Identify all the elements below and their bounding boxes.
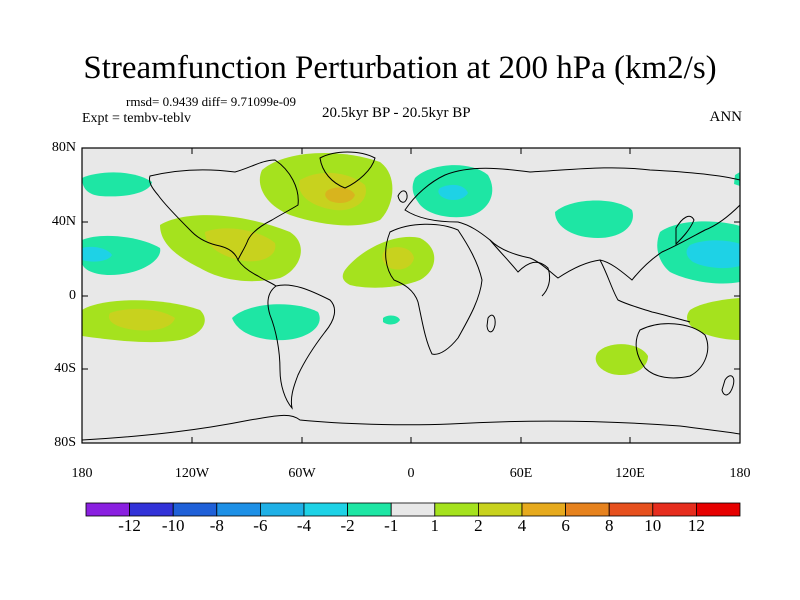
contour-east-pacific-core xyxy=(82,246,112,262)
colorbar-swatch xyxy=(259,502,305,517)
contour-east-pacific xyxy=(82,235,161,275)
lat-label-80s: 80S xyxy=(54,435,76,450)
colorbar-swatch xyxy=(216,502,261,517)
colorbar-swatch xyxy=(172,502,218,517)
colorbar-swatch xyxy=(477,502,523,517)
colorbar-swatch xyxy=(390,502,436,517)
colorbar-label: 8 xyxy=(604,516,614,535)
colorbar-label: -10 xyxy=(161,516,185,535)
lat-ticks xyxy=(82,147,740,444)
coast-new-zealand xyxy=(721,375,735,396)
experiment-label: Expt = tembv-teblv xyxy=(82,111,191,126)
colorbar-label: 2 xyxy=(474,516,483,535)
lon-label-0: 0 xyxy=(407,466,415,481)
contour-south-indian xyxy=(595,344,648,376)
colorbar-swatch xyxy=(434,502,479,517)
colorbar-label: -2 xyxy=(340,516,355,535)
season-label: ANN xyxy=(709,109,743,125)
lon-label-180w: 180 xyxy=(71,466,93,481)
colorbar-label: -8 xyxy=(209,516,224,535)
colorbar-swatch xyxy=(129,502,174,517)
colorbar-swatch xyxy=(303,502,348,517)
contour-west-pacific-south xyxy=(687,298,740,340)
contour-asia xyxy=(555,200,633,238)
colorbar-swatch xyxy=(696,502,741,517)
contour-europe-core xyxy=(438,184,468,201)
lon-label-180e: 180 xyxy=(729,466,751,481)
coast-north-america xyxy=(149,159,299,262)
coast-madagascar xyxy=(486,314,496,333)
colorbar-swatch xyxy=(347,502,392,517)
colorbar-label: -12 xyxy=(118,516,141,535)
contour-north-atlantic-peak xyxy=(325,187,355,203)
map-background xyxy=(82,148,740,443)
lon-label-60e: 60E xyxy=(509,466,533,481)
contour-south-atlantic xyxy=(232,304,320,341)
lat-label-40s: 40S xyxy=(54,361,76,376)
coast-japan xyxy=(675,215,695,246)
lat-label-0: 0 xyxy=(69,288,76,303)
colorbar-swatch xyxy=(565,502,610,517)
colorbar-label: 10 xyxy=(644,516,662,535)
colorbar-label: -4 xyxy=(296,516,312,535)
colorbar-label: 4 xyxy=(517,516,527,535)
colorbar-label: 1 xyxy=(430,516,440,535)
contour-central-america-core xyxy=(205,228,276,262)
plot-title: Streamfunction Perturbation at 200 hPa (… xyxy=(83,50,717,86)
period-label: 20.5kyr BP - 20.5kyr BP xyxy=(322,105,471,121)
colorbar-label: -1 xyxy=(384,516,399,535)
coast-southeast-asia xyxy=(599,259,691,323)
lon-ticks xyxy=(81,148,741,443)
coast-arabia-india xyxy=(489,239,551,297)
coast-south-america xyxy=(267,284,336,410)
contour-south-pacific-core xyxy=(108,308,175,331)
coast-antarctica xyxy=(82,414,740,441)
colorbar xyxy=(85,502,741,517)
coast-uk xyxy=(397,190,408,203)
coast-central-america xyxy=(237,259,277,287)
colorbar-swatch xyxy=(608,502,654,517)
colorbar-label: -6 xyxy=(253,516,268,535)
contour-small-atlantic xyxy=(383,315,400,325)
coast-australia xyxy=(635,323,709,379)
lon-label-60w: 60W xyxy=(288,466,316,481)
lon-label-120e: 120E xyxy=(615,466,645,481)
contour-north-pacific xyxy=(82,172,152,197)
colorbar-swatch xyxy=(652,502,697,517)
lat-label-40n: 40N xyxy=(51,214,76,229)
coast-greenland xyxy=(319,151,376,189)
coast-eurasia xyxy=(404,167,740,281)
coastlines xyxy=(82,151,740,441)
coast-africa xyxy=(385,223,483,355)
lat-label-80n: 80N xyxy=(51,140,76,155)
colorbar-swatch xyxy=(521,502,566,517)
colorbar-label: 12 xyxy=(687,516,705,535)
lon-label-120w: 120W xyxy=(174,466,210,481)
colorbar-swatch xyxy=(85,502,130,517)
stats-text: rmsd= 0.9439 diff= 9.71099e-09 xyxy=(126,94,297,109)
contour-fields xyxy=(82,151,740,441)
colorbar-label: 6 xyxy=(561,516,570,535)
contour-west-pacific-north-core xyxy=(686,240,740,269)
contour-atlantic-tropical-core xyxy=(382,247,414,270)
